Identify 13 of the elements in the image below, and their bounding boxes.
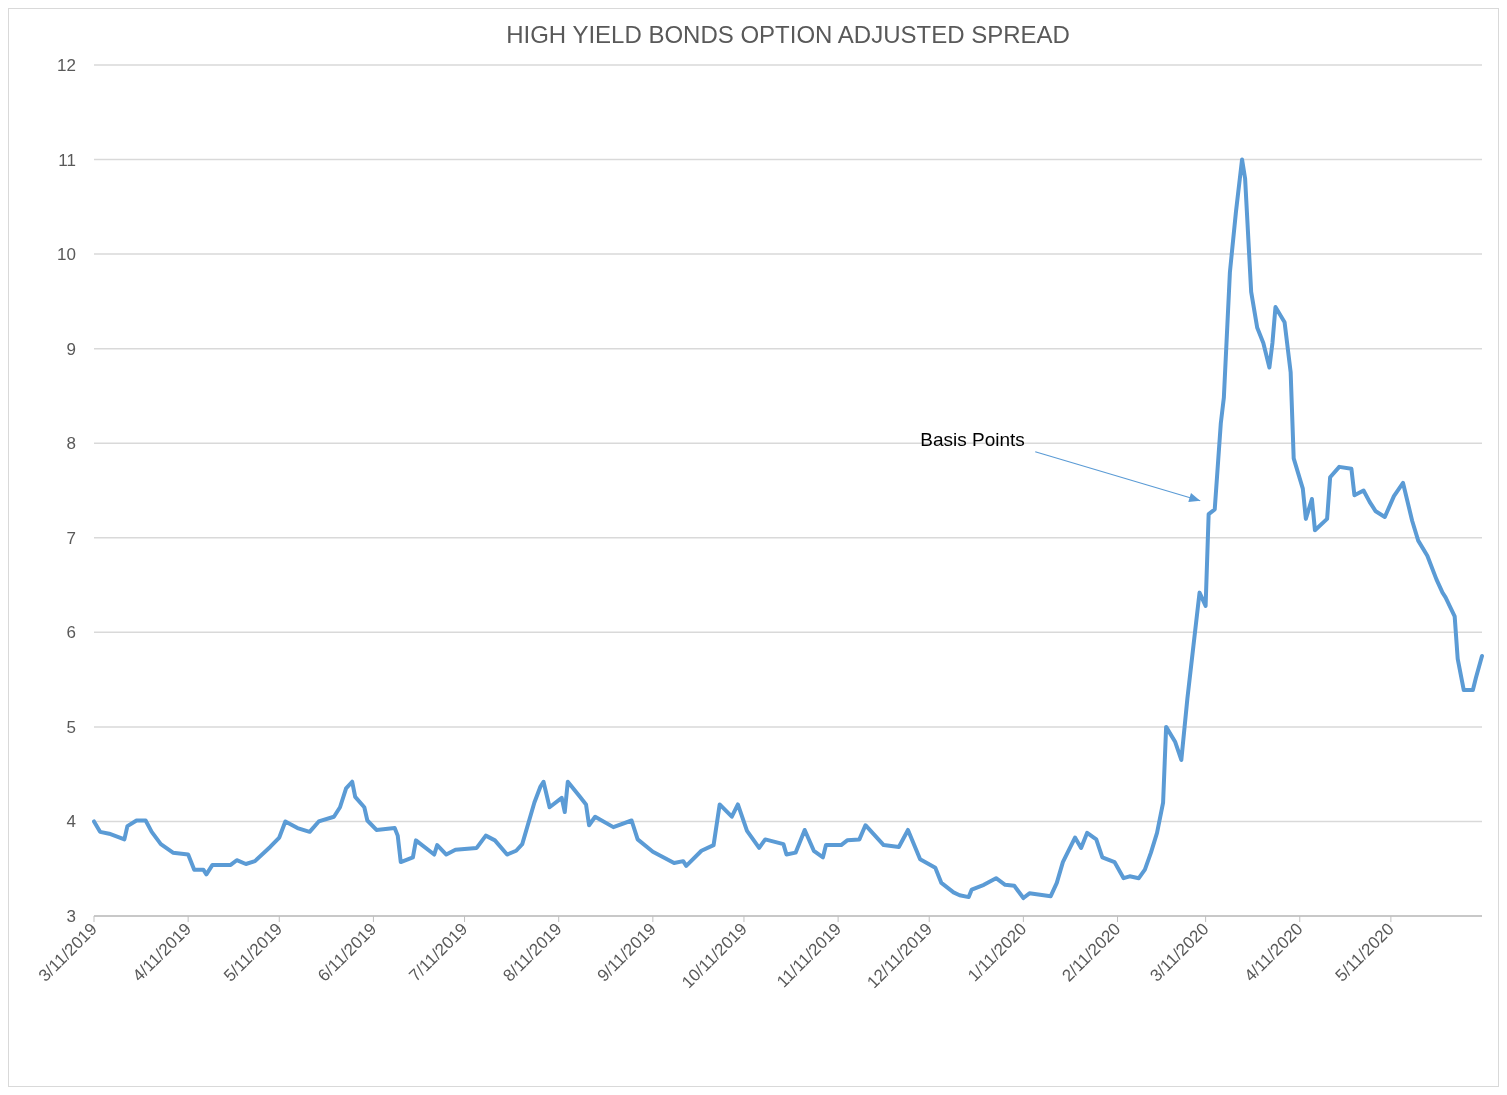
y-tick-label: 12 bbox=[57, 55, 76, 75]
y-tick-label: 10 bbox=[57, 245, 76, 265]
y-tick-label: 4 bbox=[66, 812, 76, 832]
y-tick-label: 8 bbox=[66, 434, 76, 454]
y-tick-label: 9 bbox=[66, 339, 76, 359]
chart-title: HIGH YIELD BONDS OPTION ADJUSTED SPREAD bbox=[506, 21, 1070, 48]
y-tick-label: 5 bbox=[66, 717, 76, 737]
line-series bbox=[92, 157, 1484, 901]
annotation: Basis Points bbox=[920, 428, 1025, 450]
y-tick-label: 11 bbox=[58, 150, 76, 170]
y-tick-label: 7 bbox=[66, 528, 76, 548]
y-tick-label: 6 bbox=[66, 623, 76, 643]
y-tick-label: 3 bbox=[66, 906, 76, 926]
